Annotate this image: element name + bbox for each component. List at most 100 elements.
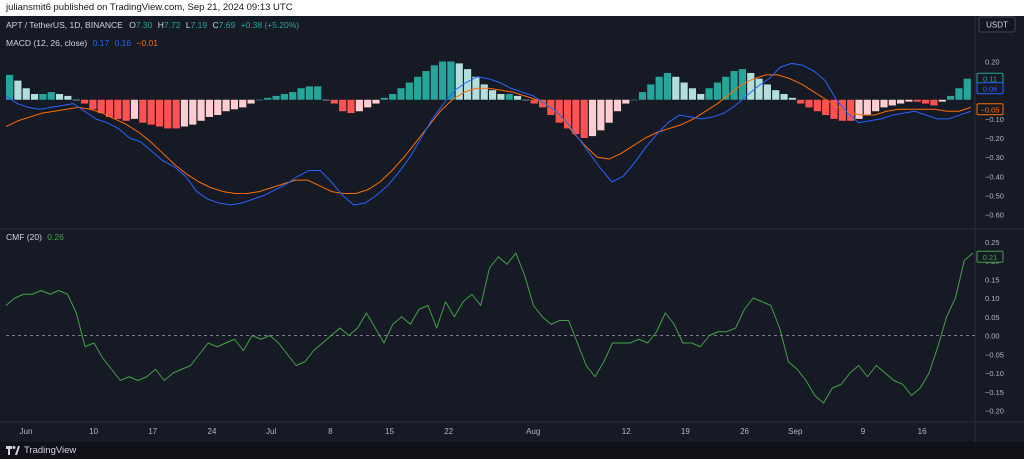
macd-histogram-bar (214, 99, 222, 116)
macd-histogram-bar (55, 94, 64, 100)
macd-y-tick-label: −0.50 (985, 191, 1004, 200)
cmf-price-axis[interactable]: 0.250.200.150.100.050.00−0.05−0.10−0.15−… (976, 238, 1004, 416)
macd-line (5, 62, 972, 206)
currency-button-label[interactable]: USDT (986, 21, 1008, 30)
macd-histogram-bar (489, 90, 497, 100)
macd-value: 0.17 (93, 38, 110, 48)
publisher-bar: juliansmit6 published on TradingView.com… (0, 0, 1024, 16)
macd-histogram-bar (763, 84, 771, 100)
macd-histogram-bar (72, 99, 80, 101)
time-axis[interactable]: Jun 10 17 24 Jul 8 15 22 Aug 12 19 26 Sep 9 16 (20, 427, 928, 436)
macd-histogram-bar (938, 99, 946, 102)
macd-histogram-bar (780, 94, 788, 100)
macd-histogram-bar (97, 99, 105, 114)
macd-histogram-bar (797, 99, 805, 104)
macd-histogram-bar (655, 76, 663, 100)
macd-histogram-bar (322, 99, 330, 101)
macd-histogram-bar (272, 95, 280, 100)
cmf-y-tick-label: 0.00 (985, 332, 1000, 341)
macd-histogram-bar (963, 78, 971, 100)
time-axis-label: Sep (788, 427, 803, 436)
macd-lines (5, 62, 972, 206)
macd-histogram-bar (330, 99, 338, 104)
symbol-legend: APT / TetherUS, 1D, BINANCE O7.30 H7.72 … (6, 20, 299, 30)
macd-histogram-bar (347, 99, 355, 114)
chart-area[interactable]: APT / TetherUS, 1D, BINANCE O7.30 H7.72 … (0, 16, 1024, 442)
macd-histogram-bar (289, 92, 297, 100)
macd-histogram-bar (847, 99, 855, 121)
macd-histogram-bar (730, 71, 738, 100)
macd-histogram-bar (6, 74, 14, 100)
macd-histogram-bar (697, 94, 705, 100)
histogram-value: −0.01 (137, 38, 159, 48)
macd-y-tick-label: −0.20 (985, 134, 1004, 143)
open-value: 7.30 (136, 20, 153, 30)
macd-histogram-bar (647, 84, 655, 100)
macd-histogram-bar (688, 88, 697, 100)
footer-brand: TradingView (24, 445, 77, 456)
time-axis-label: 8 (328, 427, 333, 436)
macd-histogram-bar (47, 92, 55, 100)
macd-last-value-label: 0.11 (983, 75, 997, 84)
macd-histogram-bar (680, 82, 688, 100)
low-label: L (186, 20, 191, 30)
macd-histogram-bar (30, 94, 39, 100)
macd-histogram-bar (64, 95, 72, 100)
high-label: H (158, 20, 164, 30)
time-axis-label: 15 (385, 427, 394, 436)
macd-last-value-label: 0.06 (983, 84, 998, 93)
macd-histogram-bar (105, 99, 114, 117)
time-axis-label: Aug (526, 427, 540, 436)
cmf-y-tick-label: 0.25 (985, 238, 1000, 247)
macd-histogram-bar (955, 88, 963, 100)
time-axis-label: 16 (918, 427, 927, 436)
macd-histogram-bar (389, 94, 397, 100)
macd-histogram-bar (522, 99, 530, 101)
close-label: C (212, 20, 218, 30)
macd-histogram-bar (380, 97, 388, 100)
macd-y-tick-label: −0.30 (985, 153, 1004, 162)
macd-histogram-bar (239, 99, 247, 108)
macd-histogram-bar (430, 65, 438, 100)
macd-y-tick-label: −0.40 (985, 172, 1004, 181)
macd-histogram-bar (147, 99, 155, 125)
macd-histogram-bar (164, 99, 172, 129)
macd-histogram-bar (364, 99, 372, 108)
macd-histogram (6, 61, 971, 138)
macd-histogram-bar (230, 99, 238, 110)
macd-histogram-bar (755, 78, 763, 100)
macd-histogram-bar (638, 92, 647, 100)
cmf-line (5, 252, 974, 404)
macd-last-value-label: −0.05 (981, 105, 1000, 114)
currency-button[interactable]: USDT (978, 16, 1016, 33)
macd-histogram-bar (563, 99, 572, 129)
symbol-name: APT / TetherUS, 1D, BINANCE (6, 20, 123, 30)
macd-histogram-bar (480, 84, 488, 100)
macd-histogram-bar (305, 86, 313, 100)
macd-histogram-bar (838, 99, 846, 121)
macd-histogram-bar (447, 61, 455, 100)
macd-histogram-bar (372, 99, 380, 104)
cmf-params: (20) (27, 232, 42, 242)
macd-histogram-bar (888, 99, 896, 106)
macd-histogram-bar (822, 99, 830, 116)
macd-histogram-bar (80, 99, 89, 104)
macd-price-axis[interactable]: 0.200.10−0.10−0.20−0.30−0.40−0.50−0.600.… (976, 57, 1004, 220)
currency-button-frame[interactable] (978, 16, 1016, 33)
macd-histogram-bar (805, 99, 813, 108)
macd-histogram-bar (722, 76, 730, 100)
macd-histogram-bar (172, 99, 180, 129)
macd-histogram-bar (455, 63, 463, 100)
time-axis-label: Jun (20, 427, 33, 436)
low-value: 7.19 (191, 20, 208, 30)
macd-histogram-bar (538, 99, 547, 108)
high-value: 7.72 (164, 20, 181, 30)
cmf-y-tick-label: 0.05 (985, 313, 1000, 322)
macd-histogram-bar (497, 94, 505, 100)
macd-histogram-bar (130, 99, 139, 119)
cmf-plot (5, 252, 975, 404)
chart-svg[interactable]: APT / TetherUS, 1D, BINANCE O7.30 H7.72 … (0, 16, 1024, 442)
macd-histogram-bar (772, 90, 780, 100)
macd-histogram-bar (414, 76, 422, 100)
time-axis-label: 26 (740, 427, 749, 436)
